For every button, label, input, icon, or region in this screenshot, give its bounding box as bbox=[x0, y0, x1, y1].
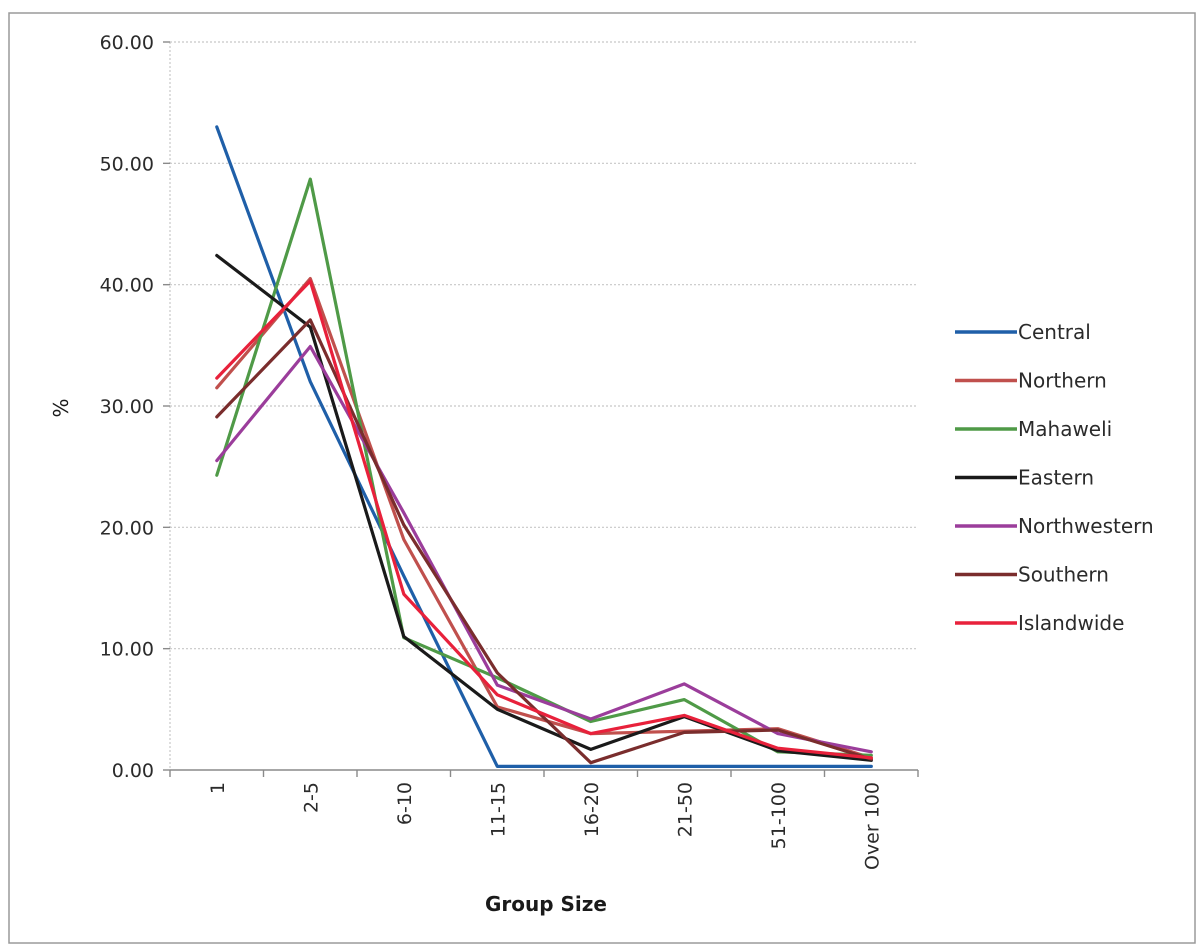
x-tick-label: 1 bbox=[207, 782, 229, 794]
legend-label-eastern: Eastern bbox=[1018, 466, 1094, 490]
legend-label-northwestern: Northwestern bbox=[1018, 514, 1154, 538]
x-tick-label: 51-100 bbox=[768, 782, 790, 849]
legend-label-islandwide: Islandwide bbox=[1018, 611, 1124, 635]
x-tick-label: 6-10 bbox=[394, 782, 416, 825]
legend-label-northern: Northern bbox=[1018, 369, 1107, 393]
series-line-northwestern bbox=[215, 344, 873, 754]
series-line-central bbox=[215, 125, 873, 769]
series-lines bbox=[215, 125, 873, 769]
y-tick-label: 10.00 bbox=[100, 639, 154, 661]
x-tick-label: Over 100 bbox=[861, 782, 883, 870]
axes: 0.00 10.00 20.00 30.00 40.00 50.00 60.00 1 2-5 6-… bbox=[100, 32, 919, 870]
x-tick-label: 11-15 bbox=[487, 782, 509, 837]
y-tick-label: 40.00 bbox=[100, 275, 154, 297]
y-tick-label: 50.00 bbox=[100, 153, 154, 175]
legend-label-central: Central bbox=[1018, 320, 1091, 344]
y-tick-label: 60.00 bbox=[100, 32, 154, 54]
x-axis-title: Group Size bbox=[485, 892, 607, 916]
x-tick-label: 16-20 bbox=[581, 782, 603, 837]
y-axis-title: % bbox=[49, 398, 73, 417]
x-tick-label: 2-5 bbox=[300, 782, 322, 813]
series-line-eastern bbox=[215, 253, 873, 762]
y-tick-label: 20.00 bbox=[100, 517, 154, 539]
x-tick-label: 21-50 bbox=[674, 782, 696, 837]
series-line-islandwide bbox=[215, 279, 873, 760]
y-tick-label: 0.00 bbox=[112, 760, 154, 782]
y-tick-label: 30.00 bbox=[100, 396, 154, 418]
legend-label-mahaweli: Mahaweli bbox=[1018, 417, 1112, 441]
legend-label-southern: Southern bbox=[1018, 563, 1109, 587]
series-line-southern bbox=[215, 318, 873, 765]
legend: Central Northern Mahaweli Eastern Northweste… bbox=[955, 320, 1154, 635]
